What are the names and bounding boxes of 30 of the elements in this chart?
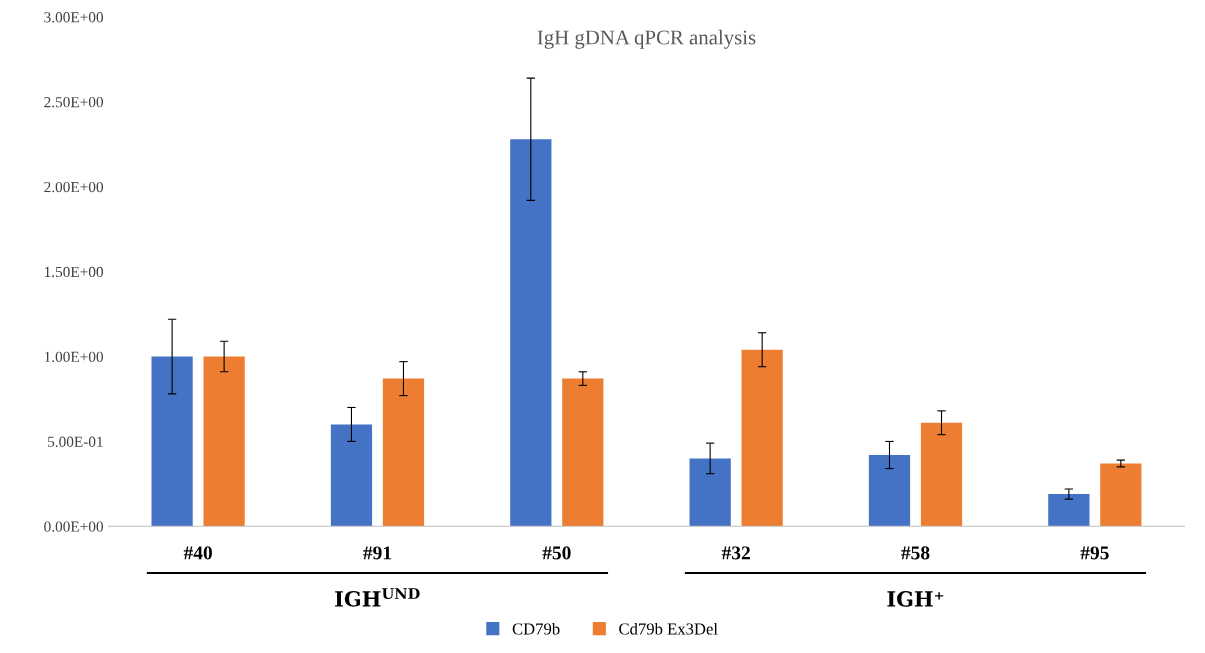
bar <box>203 356 245 527</box>
x-tick-label: #32 <box>721 546 750 560</box>
text: IgH gDNA qPCR analysis <box>537 29 756 49</box>
bar <box>741 349 783 527</box>
bar <box>562 378 604 527</box>
text: IGH⁺ <box>887 591 944 607</box>
x-tick-label: #91 <box>363 546 392 560</box>
bar <box>868 455 911 527</box>
bar <box>330 424 373 527</box>
y-tick-label: 1.50E+00 <box>44 266 104 278</box>
x-tick-label: #40 <box>183 546 212 560</box>
y-tick-label: 3.00E+00 <box>44 12 104 23</box>
y-tick-label: 0.00E+00 <box>44 521 104 532</box>
y-tick-label: 2.50E+00 <box>44 97 104 108</box>
y-tick-label: 5.00E-01 <box>48 436 103 447</box>
x-tick-label: #50 <box>542 546 571 560</box>
bar <box>151 356 193 527</box>
y-tick-label: 1.00E+00 <box>44 351 104 363</box>
bar <box>382 378 425 527</box>
legend-label: Cd79b Ex3Del <box>619 622 718 635</box>
bar <box>510 139 552 527</box>
bar <box>920 422 963 527</box>
x-tick-label: #95 <box>1080 546 1109 560</box>
legend-label: CD79b <box>512 622 560 635</box>
text: IGH$^{UND}$ <box>335 588 420 607</box>
bar <box>1100 463 1142 527</box>
bar <box>1048 494 1090 527</box>
y-tick-label: 2.00E+00 <box>44 181 104 193</box>
x-tick-label: #58 <box>901 546 930 560</box>
bar <box>689 458 731 527</box>
